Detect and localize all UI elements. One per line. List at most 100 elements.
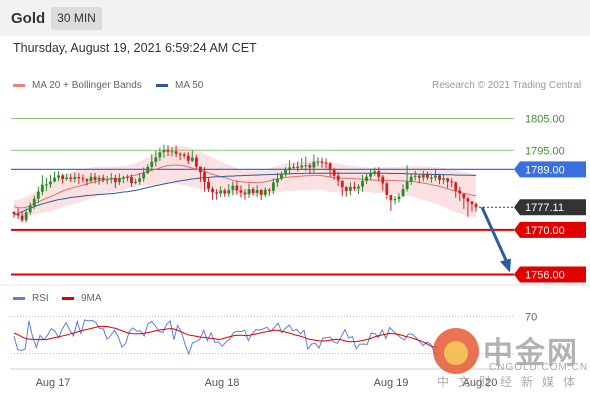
candle-body (20, 215, 24, 221)
last-price-tag (514, 199, 586, 216)
candle-body (158, 152, 162, 158)
legend-rsi-label: RSI (32, 293, 49, 304)
forecast-arrow-shaft (480, 206, 509, 264)
legend-ma50: MA 50 (156, 80, 203, 91)
candle-body (259, 190, 263, 195)
candle-body (474, 204, 478, 208)
candle-body (203, 172, 206, 182)
candle-body (247, 189, 251, 195)
candle-body (267, 189, 271, 191)
candle-body (81, 178, 85, 180)
candle-body (377, 171, 381, 177)
candle-body (227, 190, 231, 194)
timeframe-button[interactable]: 30 MIN (51, 7, 102, 30)
rsi-tick-70: 70 (525, 311, 537, 323)
candle-body (182, 154, 186, 156)
candle-body (288, 167, 291, 171)
rsi-ma9-line (13, 325, 439, 348)
candle-body (442, 178, 445, 180)
candle-body (199, 166, 202, 173)
candle-body (174, 151, 178, 154)
candle-body (231, 185, 235, 191)
candle-body (357, 186, 360, 189)
candle-body (162, 149, 166, 153)
candle-body (65, 177, 69, 179)
candle-body (381, 176, 385, 184)
candle-body (401, 189, 405, 197)
candle-body (458, 190, 462, 194)
candle-body (332, 170, 336, 176)
candle-body (389, 194, 393, 201)
level-label-1805.00: 1805.00 (525, 113, 565, 125)
candle-body (40, 184, 44, 192)
candle-body (85, 179, 89, 182)
candle-body (320, 161, 324, 163)
x-tick-aug-18: Aug 18 (205, 377, 240, 389)
legend-9ma: 9MA (62, 293, 102, 304)
candle-body (413, 175, 417, 177)
level-label-1789.00: 1789.00 (525, 164, 565, 176)
candle-body (430, 177, 433, 179)
candle-body (36, 191, 40, 199)
candle-body (57, 175, 60, 178)
level-tag-1756.00 (514, 266, 586, 283)
candle-body (243, 192, 247, 195)
candle-body (369, 173, 373, 177)
watermark-url: CNGOLD.COM.CN (489, 362, 589, 373)
watermark: 中金网 CNGOLD.COM.CN 中文财经新媒体 (433, 326, 590, 392)
chart-header: Gold 30 MIN (0, 0, 590, 36)
candle-body (32, 198, 36, 206)
candle-body (45, 184, 48, 186)
candle-body (117, 178, 121, 183)
candle-body (470, 201, 474, 205)
candle-body (409, 176, 413, 182)
candle-body (235, 185, 239, 191)
candle-body (126, 177, 129, 179)
credit-text: Research © 2021 Trading Central (432, 80, 582, 91)
candle-body (109, 177, 113, 180)
candle-body (328, 163, 332, 171)
x-axis-layer: Aug 17 Aug 18 Aug 19 Aug 20 (0, 284, 590, 389)
x-tick-aug-20: Aug 20 (463, 377, 498, 389)
candle-body (280, 174, 283, 179)
candle-body (89, 176, 93, 182)
candle-body (146, 166, 150, 174)
candle-body (12, 212, 16, 214)
candle-body (466, 198, 470, 202)
candle-body (49, 181, 52, 185)
candle-body (462, 193, 466, 199)
candle-body (219, 190, 223, 194)
candle-body (348, 186, 352, 191)
candle-body (405, 181, 409, 190)
candle-body (113, 177, 117, 183)
candle-body (16, 213, 20, 216)
rsi-line (13, 319, 439, 356)
candle-body (130, 177, 133, 184)
candle-body (28, 205, 32, 213)
candle-body (324, 162, 328, 164)
candle-body (304, 165, 308, 167)
candle-body (61, 175, 65, 179)
candle-body (316, 161, 320, 163)
candle-body (207, 181, 210, 189)
level-label-1770.00: 1770.00 (525, 225, 565, 237)
candle-body (93, 176, 97, 180)
level-labels-layer: 1805.00 1795.00 1789.00 1770.00 1756.00 1777.… (514, 113, 586, 283)
level-label-1795.00: 1795.00 (525, 145, 565, 157)
candle-body (97, 177, 101, 180)
candle-body (53, 177, 56, 182)
ma50-line (13, 172, 476, 216)
level-lines-layer (11, 117, 514, 276)
candle-body (194, 157, 198, 167)
level-tag-1789.00 (514, 161, 586, 178)
legend-ma50-swatch (156, 84, 168, 87)
x-tick-aug-17: Aug 17 (36, 377, 71, 389)
candle-body (292, 166, 296, 168)
legend-bollinger-label: MA 20 + Bollinger Bands (32, 80, 142, 91)
candle-body (417, 175, 421, 178)
candle-body (434, 175, 437, 178)
candle-body (365, 176, 368, 181)
candle-body (105, 179, 109, 181)
candle-body (425, 174, 429, 178)
